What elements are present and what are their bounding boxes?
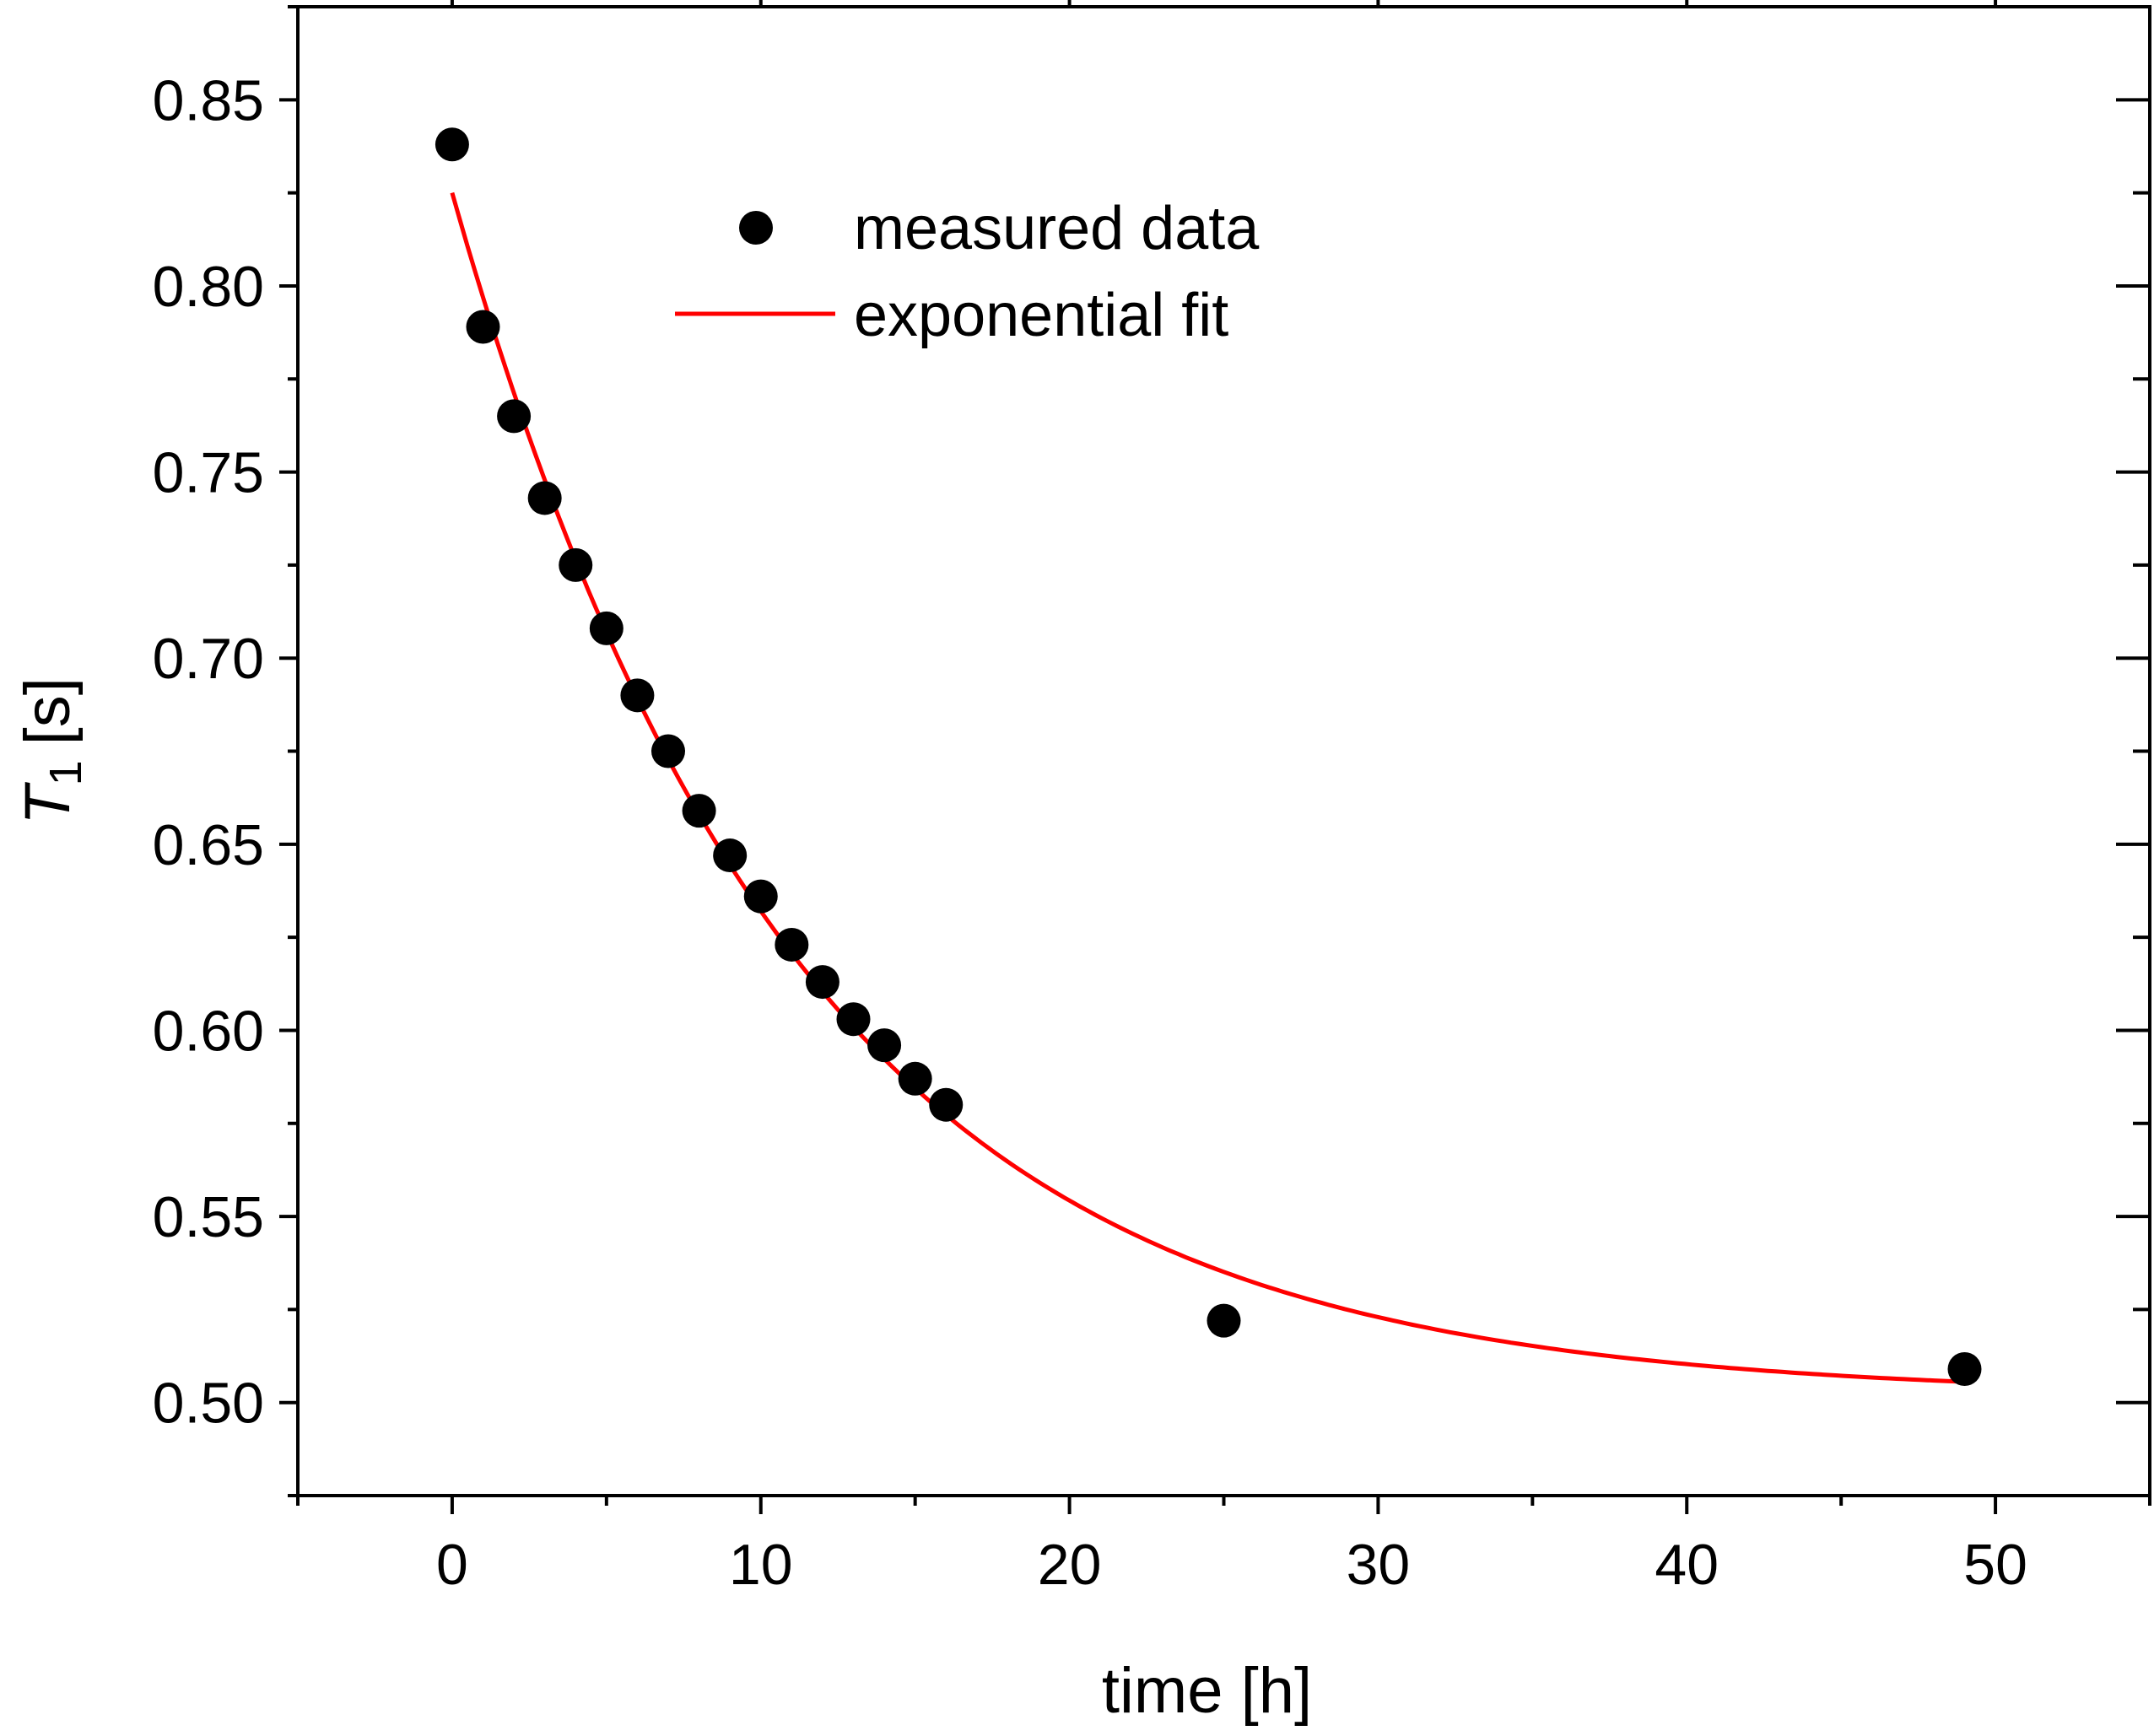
x-tick-label: 20 bbox=[1038, 1533, 1102, 1597]
x-tick-label: 10 bbox=[729, 1533, 793, 1597]
y-tick-label: 0.65 bbox=[153, 813, 264, 877]
y-tick-label: 0.60 bbox=[153, 999, 264, 1063]
data-points-layer bbox=[435, 127, 1982, 1386]
x-axis: 0 10 20 30 40 50 bbox=[296, 0, 2151, 1597]
y-tick-label: 0.50 bbox=[153, 1372, 264, 1436]
data-point bbox=[559, 547, 593, 582]
y-axis: 0.50 0.55 0.60 0.65 0.70 0.75 0.80 0.85 bbox=[153, 5, 2150, 1497]
plot-frame bbox=[296, 5, 2151, 1497]
y-axis-title-subscript: 1 bbox=[40, 760, 91, 785]
data-point bbox=[651, 734, 685, 768]
legend-marker-measured bbox=[739, 211, 773, 245]
data-point bbox=[527, 481, 562, 515]
data-point bbox=[466, 310, 500, 344]
legend-label-fit: exponential fit bbox=[854, 282, 1228, 349]
data-point bbox=[836, 1002, 871, 1037]
legend: measured data exponential fit bbox=[675, 195, 1260, 349]
data-point bbox=[898, 1061, 932, 1096]
data-point bbox=[867, 1028, 902, 1063]
data-point bbox=[589, 611, 624, 645]
data-point bbox=[929, 1087, 964, 1122]
data-point bbox=[775, 927, 809, 962]
data-point bbox=[435, 127, 469, 162]
data-point bbox=[1207, 1303, 1241, 1338]
data-point bbox=[497, 399, 532, 434]
x-tick-label: 0 bbox=[436, 1533, 468, 1597]
y-tick-label: 0.55 bbox=[153, 1185, 264, 1249]
data-point bbox=[682, 794, 716, 828]
y-axis-title-symbol: T bbox=[12, 782, 84, 825]
y-axis-title: T1 [s] bbox=[12, 677, 91, 825]
data-point bbox=[743, 879, 778, 914]
data-point bbox=[1947, 1351, 1982, 1386]
data-point bbox=[620, 678, 655, 713]
y-tick-label: 0.85 bbox=[153, 68, 264, 132]
y-tick-label: 0.70 bbox=[153, 627, 264, 691]
legend-label-measured: measured data bbox=[854, 195, 1260, 262]
fit-line-layer bbox=[450, 191, 1965, 1384]
y-axis-title-unit: [s] bbox=[12, 677, 84, 745]
fit-line bbox=[450, 191, 1965, 1384]
data-point bbox=[713, 838, 748, 873]
data-point bbox=[805, 965, 839, 1000]
y-tick-label: 0.75 bbox=[153, 441, 264, 505]
y-tick-label: 0.80 bbox=[153, 255, 264, 319]
x-tick-label: 30 bbox=[1347, 1533, 1411, 1597]
x-tick-label: 40 bbox=[1655, 1533, 1719, 1597]
x-tick-label: 50 bbox=[1963, 1533, 2027, 1597]
x-axis-title: time [h] bbox=[1102, 1655, 1312, 1727]
